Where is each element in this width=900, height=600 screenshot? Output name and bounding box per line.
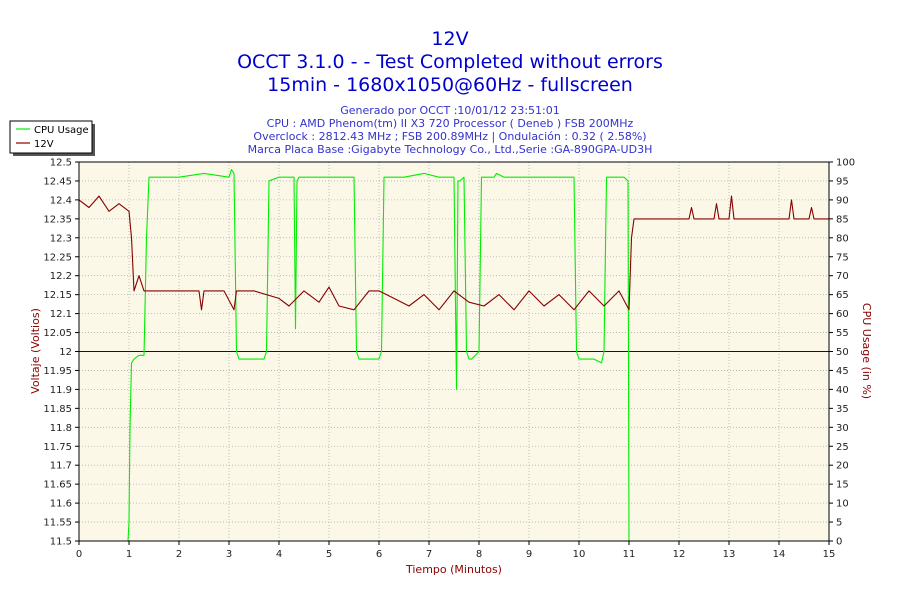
y-axis-title-left: Voltaje (Voltios) [29,308,42,394]
y2-tick-label: 30 [836,423,849,434]
y2-tick-label: 75 [836,252,849,263]
x-axis: 0 1 2 3 4 5 6 7 8 9 10 11 12 13 14 15 [76,541,836,560]
chart-subtitle-1: OCCT 3.1.0 - - Test Completed without er… [237,51,663,73]
x-tick-label: 9 [526,549,532,560]
chart-subtitle-2: 15min - 1680x1050@60Hz - fullscreen [267,74,633,96]
x-tick-label: 15 [823,549,836,560]
legend-label-cpu: CPU Usage [34,125,89,136]
legend-label-12v: 12V [34,139,54,150]
y2-tick-label: 100 [836,158,855,169]
chart-info-generated: Generado por OCCT :10/01/12 23:51:01 [340,104,559,117]
x-tick-label: 4 [276,549,282,560]
x-axis-title: Tiempo (Minutos) [405,563,502,576]
y2-tick-label: 70 [836,271,849,282]
y-tick-label: 12.3 [50,233,72,244]
plot-border [78,161,830,542]
y2-tick-label: 5 [836,518,842,529]
x-tick-label: 0 [76,549,82,560]
x-tick-label: 5 [326,549,332,560]
y-tick-label: 11.75 [43,442,72,453]
x-tick-label: 13 [723,549,736,560]
y-axis-right: 0 5 10 15 20 25 30 35 40 45 50 55 60 65 70 75 80 85 90 95 10… [829,158,855,548]
x-tick-label: 3 [226,549,232,560]
y-tick-label: 11.9 [50,385,72,396]
chart-info-motherboard: Marca Placa Base :Gigabyte Technology Co… [248,143,653,156]
x-tick-label: 2 [176,549,182,560]
y2-tick-label: 40 [836,385,849,396]
y-axis-title-right: CPU Usage (in %) [860,303,873,399]
y-tick-label: 11.7 [50,461,72,472]
y2-tick-label: 35 [836,404,849,415]
y-tick-label: 12.4 [50,195,72,206]
y-tick-label: 12.15 [43,290,72,301]
y-tick-label: 12.25 [43,252,72,263]
y-tick-label: 11.85 [43,404,72,415]
y-tick-label: 11.8 [50,423,72,434]
y2-tick-label: 80 [836,233,849,244]
y2-tick-label: 10 [836,499,849,510]
series-line-12v [78,195,829,311]
y-tick-label: 11.65 [43,480,72,491]
chart-title: 12V [431,28,468,50]
y2-tick-label: 25 [836,442,849,453]
y2-tick-label: 50 [836,347,849,358]
y-tick-label: 12.2 [50,271,72,282]
y-tick-label: 11.6 [50,499,72,510]
y2-tick-label: 60 [836,309,849,320]
legend-box [9,120,93,154]
y-tick-label: 12.1 [50,309,72,320]
y2-tick-label: 85 [836,214,849,225]
y2-tick-label: 20 [836,461,849,472]
series-line-cpu-usage [79,169,829,542]
y2-tick-label: 0 [836,537,842,548]
y-axis-left: 11.5 11.55 11.6 11.65 11.7 11.75 11.8 11.85 11.9… [43,158,79,548]
y-tick-label: 12.05 [43,328,72,339]
chart-info-cpu: CPU : AMD Phenom(tm) II X3 720 Processor… [267,117,634,130]
x-tick-label: 6 [376,549,382,560]
y2-tick-label: 15 [836,480,849,491]
y2-tick-label: 45 [836,366,849,377]
y-tick-label: 12.35 [43,214,72,225]
y2-tick-label: 90 [836,195,849,206]
x-tick-label: 14 [773,549,786,560]
x-tick-label: 11 [623,549,636,560]
y-tick-label: 11.55 [43,518,72,529]
x-tick-label: 8 [476,549,482,560]
y-tick-label: 12 [59,347,72,358]
y2-tick-label: 55 [836,328,849,339]
x-tick-label: 7 [426,549,432,560]
x-tick-label: 10 [573,549,586,560]
x-tick-label: 1 [126,549,132,560]
chart-info-overclock: Overclock : 2812.43 MHz ; FSB 200.89MHz … [253,130,646,143]
y2-tick-label: 95 [836,176,849,187]
legend: CPU Usage 12V [9,120,95,156]
y2-tick-label: 65 [836,290,849,301]
y-tick-label: 12.45 [43,176,72,187]
series-layer [78,169,829,542]
y-tick-label: 11.95 [43,366,72,377]
x-tick-label: 12 [673,549,686,560]
y-tick-label: 11.5 [50,537,72,548]
y-tick-label: 12.5 [50,158,72,169]
